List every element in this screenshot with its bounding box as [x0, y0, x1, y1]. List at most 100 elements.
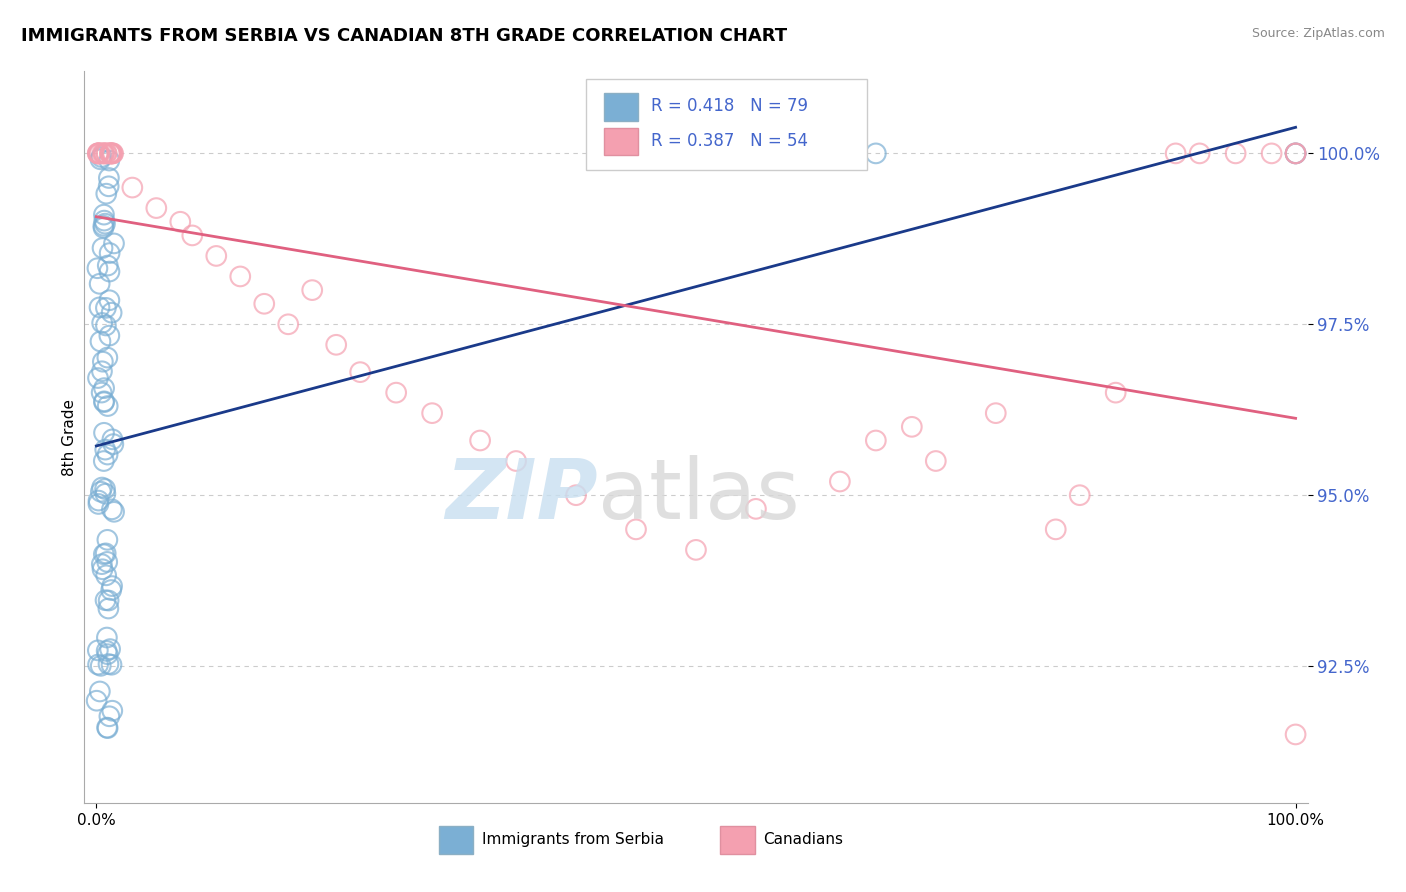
Text: Canadians: Canadians — [763, 832, 844, 847]
Point — [97, 593, 120, 607]
Point — [984, 406, 1007, 420]
Point — [181, 228, 204, 243]
Point — [89, 684, 111, 698]
Point — [103, 505, 125, 519]
Point — [205, 249, 228, 263]
Point — [98, 642, 121, 657]
Point — [93, 213, 115, 227]
Point — [96, 146, 118, 161]
Point — [565, 488, 588, 502]
Point — [93, 208, 115, 222]
Point — [86, 694, 108, 708]
Point — [101, 146, 124, 161]
Point — [624, 522, 647, 536]
Point — [145, 201, 167, 215]
Point — [385, 385, 408, 400]
Point — [505, 454, 527, 468]
Point — [1284, 727, 1306, 741]
Point — [96, 146, 118, 161]
Point — [1260, 146, 1282, 161]
Point — [87, 146, 110, 161]
Point — [97, 721, 120, 735]
Point — [96, 533, 118, 547]
Point — [169, 215, 191, 229]
Point — [325, 338, 347, 352]
Point — [93, 219, 115, 233]
Point — [91, 364, 114, 378]
Point — [90, 150, 112, 164]
Point — [90, 658, 112, 673]
Point — [97, 171, 120, 186]
Point — [685, 542, 707, 557]
Point — [94, 442, 117, 457]
Point — [87, 146, 110, 161]
Point — [101, 146, 124, 161]
Point — [1069, 488, 1091, 502]
Text: R = 0.418   N = 79: R = 0.418 N = 79 — [651, 97, 807, 115]
Point — [87, 657, 110, 672]
Point — [100, 657, 122, 672]
Point — [277, 318, 299, 332]
Text: IMMIGRANTS FROM SERBIA VS CANADIAN 8TH GRADE CORRELATION CHART: IMMIGRANTS FROM SERBIA VS CANADIAN 8TH G… — [21, 27, 787, 45]
Point — [98, 328, 121, 343]
Point — [100, 582, 122, 597]
Point — [91, 481, 114, 495]
Point — [97, 601, 120, 615]
Point — [91, 354, 114, 368]
Point — [87, 146, 110, 161]
Point — [98, 146, 121, 161]
Point — [96, 721, 118, 735]
Point — [86, 261, 108, 276]
Point — [90, 385, 112, 400]
Point — [94, 318, 117, 333]
Point — [1188, 146, 1211, 161]
Text: ZIP: ZIP — [446, 455, 598, 536]
Point — [93, 381, 115, 395]
Point — [1284, 146, 1306, 161]
Point — [253, 297, 276, 311]
Text: atlas: atlas — [598, 455, 800, 536]
Point — [87, 643, 110, 657]
FancyBboxPatch shape — [605, 94, 638, 121]
Point — [89, 334, 111, 349]
Point — [93, 425, 115, 440]
Point — [97, 448, 120, 462]
Point — [828, 475, 851, 489]
Point — [100, 306, 122, 320]
Point — [97, 399, 120, 413]
Point — [349, 365, 371, 379]
Point — [93, 394, 115, 409]
Point — [101, 579, 124, 593]
Point — [89, 301, 111, 315]
Point — [468, 434, 491, 448]
Point — [1045, 522, 1067, 536]
Point — [97, 259, 120, 273]
Point — [100, 146, 122, 161]
Point — [98, 709, 121, 723]
FancyBboxPatch shape — [439, 826, 474, 854]
Point — [901, 420, 924, 434]
Point — [865, 146, 887, 161]
Point — [87, 497, 110, 511]
Point — [90, 484, 112, 499]
Point — [96, 568, 118, 582]
Point — [93, 395, 115, 409]
FancyBboxPatch shape — [605, 128, 638, 155]
Point — [94, 593, 117, 607]
Point — [1284, 146, 1306, 161]
Point — [103, 236, 125, 251]
Point — [87, 493, 110, 508]
Point — [96, 631, 118, 645]
Point — [91, 146, 114, 161]
Point — [97, 657, 120, 671]
Point — [89, 153, 111, 167]
Point — [98, 153, 121, 168]
Point — [865, 434, 887, 448]
Point — [101, 146, 124, 161]
Point — [91, 241, 114, 255]
Point — [93, 146, 115, 161]
Point — [89, 146, 111, 161]
Point — [100, 146, 122, 161]
Point — [925, 454, 948, 468]
Point — [96, 186, 118, 201]
